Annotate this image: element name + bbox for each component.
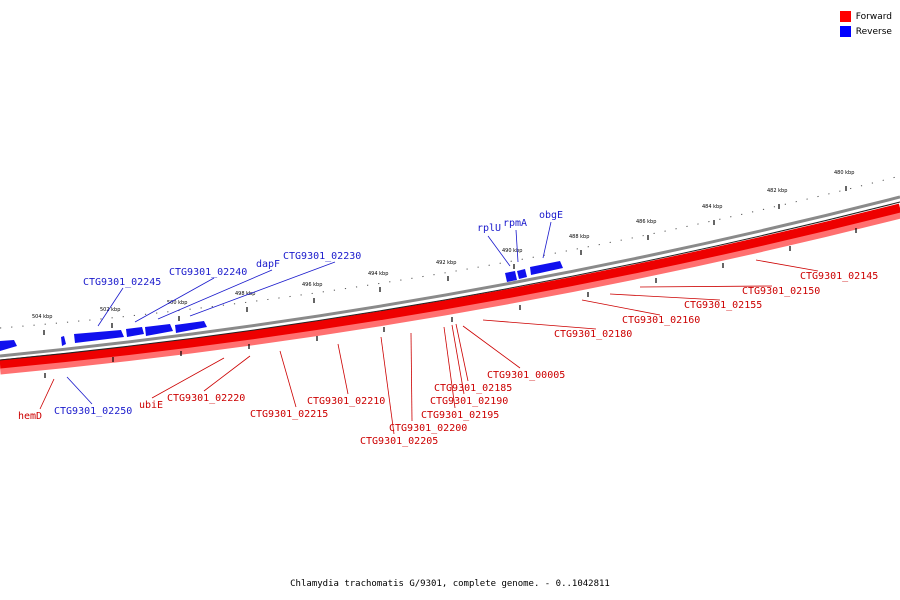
gene-arrow-CTG9301_02230[interactable] (175, 321, 207, 333)
forward-gene-label[interactable]: CTG9301_02195 (421, 410, 499, 421)
gene-arrow-small[interactable] (61, 336, 66, 346)
tick-label: 496 kbp (302, 282, 322, 288)
legend-reverse: Reverse (839, 24, 892, 39)
tick-label: 486 kbp (636, 219, 656, 225)
legend-forward-label: Forward (855, 11, 892, 22)
tick-label: 504 kbp (32, 314, 52, 320)
gene-arrow-obgE[interactable] (530, 261, 563, 275)
forward-gene-label[interactable]: CTG9301_02160 (622, 315, 700, 326)
forward-leader-line (609, 293, 721, 301)
forward-gene-label[interactable]: CTG9301_02145 (800, 271, 878, 282)
forward-gene-label[interactable]: CTG9301_02185 (434, 383, 512, 394)
forward-leader-line (639, 285, 773, 288)
legend-reverse-label: Reverse (855, 26, 892, 37)
reverse-leader-line (66, 376, 93, 405)
forward-leader-line (279, 350, 297, 408)
reverse-leader-line (97, 287, 124, 327)
reverse-leader-line (487, 235, 511, 267)
gene-arrow-rplU[interactable] (505, 271, 517, 282)
tick-label: 502 kbp (100, 307, 120, 313)
backbone-inner-line (0, 201, 900, 361)
legend-forward: Forward (839, 9, 892, 24)
gene-arrow-CTG9301_02240[interactable] (145, 324, 173, 336)
reverse-gene-label[interactable]: rpmA (503, 218, 527, 229)
forward-gene-label[interactable]: CTG9301_02155 (684, 300, 762, 311)
forward-leader-line (203, 355, 251, 392)
forward-gene-label[interactable]: ubiE (139, 400, 163, 411)
forward-gene-label[interactable]: hemD (18, 411, 42, 422)
forward-leader-line (39, 378, 55, 410)
gene-arrow-dapF[interactable] (126, 327, 144, 337)
forward-leader-line (482, 319, 597, 330)
reverse-gene-label[interactable]: CTG9301_02245 (83, 277, 161, 288)
reverse-gene-arrows (0, 261, 563, 351)
reverse-leader-line (515, 229, 519, 263)
tick-label: 492 kbp (436, 260, 456, 266)
forward-strand-band (0, 203, 900, 369)
forward-gene-label[interactable]: CTG9301_02215 (250, 409, 328, 420)
forward-leader-line (755, 259, 819, 272)
forward-gene-label[interactable]: CTG9301_02200 (389, 423, 467, 434)
backbone-outer (0, 195, 900, 358)
reverse-gene-label[interactable]: CTG9301_02230 (283, 251, 361, 262)
forward-leader-line (410, 332, 413, 422)
forward-leader-line (462, 325, 521, 369)
genome-caption: Chlamydia trachomatis G/9301, complete g… (290, 579, 610, 589)
legend: Forward Reverse (839, 9, 892, 39)
tick-label: 490 kbp (502, 248, 522, 254)
tick-label: 500 kbp (167, 300, 187, 306)
reverse-leader-line (157, 269, 273, 320)
gene-arrow-rpmA[interactable] (517, 269, 527, 279)
forward-gene-label[interactable]: CTG9301_02205 (360, 436, 438, 447)
forward-gene-label[interactable]: CTG9301_02190 (430, 396, 508, 407)
forward-leader-line (337, 343, 349, 395)
forward-gene-label[interactable]: CTG9301_02220 (167, 393, 245, 404)
forward-gene-label[interactable]: CTG9301_02150 (742, 286, 820, 297)
tick-label: 498 kbp (235, 291, 255, 297)
forward-leader-line (380, 336, 395, 435)
reverse-leader-line (542, 221, 552, 259)
reverse-leader-line (134, 277, 215, 323)
reverse-swatch (839, 26, 851, 37)
reverse-gene-label[interactable]: dapF (256, 259, 280, 270)
forward-leader-line (451, 324, 465, 395)
tick-label: 482 kbp (767, 188, 787, 194)
gene-arrow-CTG9301_02245[interactable] (74, 330, 124, 343)
forward-leader-line (581, 299, 661, 316)
forward-leader-line (151, 357, 225, 399)
tick-label: 480 kbp (834, 170, 854, 176)
tick-marks: 480 kbp 482 kbp 484 kbp 486 kbp 488 kbp 490 k… (32, 170, 857, 378)
forward-gene-label[interactable]: CTG9301_02210 (307, 396, 385, 407)
reverse-leader-line (189, 261, 336, 317)
tick-label: 488 kbp (569, 234, 589, 240)
gene-arrow-left-edge[interactable] (0, 340, 17, 351)
reverse-gene-label[interactable]: CTG9301_02250 (54, 406, 132, 417)
reverse-gene-label[interactable]: obgE (539, 210, 563, 221)
tick-label: 494 kbp (368, 271, 388, 277)
tick-label: 484 kbp (702, 204, 722, 210)
forward-swatch (839, 11, 851, 22)
forward-leader-line (455, 323, 469, 382)
reverse-gene-label[interactable]: rplU (477, 223, 501, 234)
forward-gene-label[interactable]: CTG9301_00005 (487, 370, 565, 381)
forward-gene-label[interactable]: CTG9301_02180 (554, 329, 632, 340)
forward-leader-line (443, 326, 456, 409)
reverse-gene-label[interactable]: CTG9301_02240 (169, 267, 247, 278)
